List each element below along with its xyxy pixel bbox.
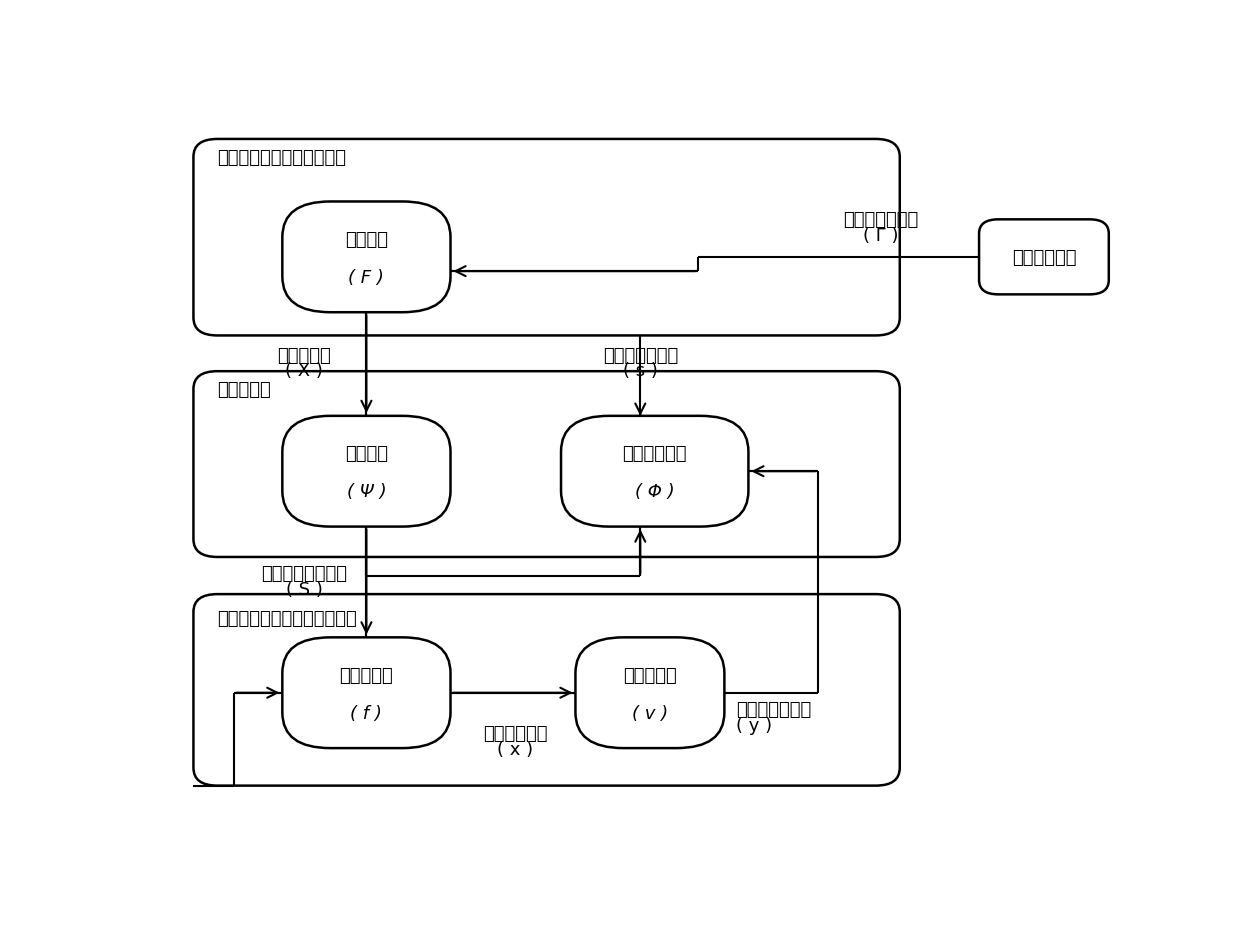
- Text: ( S ): ( S ): [285, 580, 322, 599]
- Text: 状态估计模块: 状态估计模块: [1012, 248, 1076, 267]
- Text: 无人车状态: 无人车状态: [277, 347, 331, 364]
- Text: 底层控制器（连续状态系统）: 底层控制器（连续状态系统）: [217, 609, 357, 628]
- Text: 行驶信息判断: 行驶信息判断: [622, 445, 687, 463]
- Text: 状态处理: 状态处理: [345, 445, 388, 463]
- Text: 位置、航向信息: 位置、航向信息: [737, 701, 812, 718]
- FancyBboxPatch shape: [575, 638, 724, 748]
- Text: ( Γ ): ( Γ ): [863, 226, 898, 245]
- Text: 顶层控制（离散状态系统）: 顶层控制（离散状态系统）: [217, 148, 346, 166]
- Text: 信息处理器: 信息处理器: [217, 381, 272, 399]
- Text: 行驶连续状态: 行驶连续状态: [484, 725, 548, 743]
- Text: 车辆动力学: 车辆动力学: [622, 667, 677, 684]
- FancyBboxPatch shape: [283, 416, 450, 527]
- Text: ( s ): ( s ): [622, 362, 657, 380]
- Text: ( v ): ( v ): [632, 704, 668, 722]
- FancyBboxPatch shape: [193, 594, 900, 786]
- Text: ( X ): ( X ): [285, 362, 322, 380]
- Text: ( x ): ( x ): [497, 741, 533, 758]
- FancyBboxPatch shape: [560, 416, 749, 527]
- FancyBboxPatch shape: [193, 140, 900, 337]
- Text: 底层控制器: 底层控制器: [340, 667, 393, 684]
- Text: 其他车辆的意图: 其他车辆的意图: [843, 210, 918, 229]
- Text: 决策模块: 决策模块: [345, 231, 388, 248]
- Text: ( f ): ( f ): [351, 704, 382, 722]
- Text: 决策后的行驶命令: 决策后的行驶命令: [260, 565, 347, 583]
- Text: ( Ψ ): ( Ψ ): [347, 483, 386, 501]
- FancyBboxPatch shape: [283, 202, 450, 313]
- Text: ( F ): ( F ): [348, 269, 384, 286]
- Text: ( Φ ): ( Φ ): [635, 483, 675, 501]
- FancyBboxPatch shape: [193, 372, 900, 557]
- Text: ( y ): ( y ): [737, 717, 773, 734]
- FancyBboxPatch shape: [283, 638, 450, 748]
- Text: 无人车行驶信息: 无人车行驶信息: [603, 347, 678, 364]
- FancyBboxPatch shape: [980, 220, 1109, 295]
